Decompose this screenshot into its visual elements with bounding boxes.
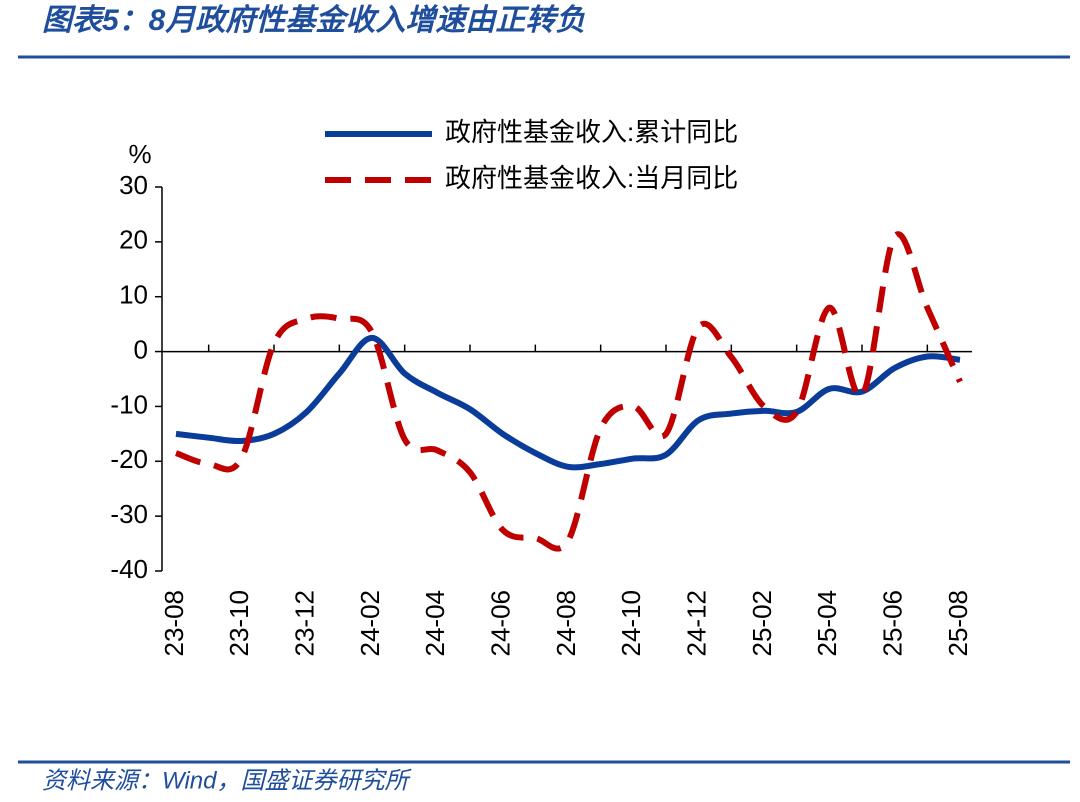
y-tick-label: 10 bbox=[119, 280, 148, 310]
y-tick-label: 0 bbox=[134, 334, 148, 364]
y-tick-label: 30 bbox=[119, 170, 148, 200]
y-tick-label: -10 bbox=[110, 389, 148, 419]
chart-title: 图表5：8月政府性基金收入增速由正转负 bbox=[42, 3, 585, 37]
series-line bbox=[175, 334, 961, 471]
y-axis-label: % bbox=[128, 139, 151, 169]
y-tick-label: -40 bbox=[110, 554, 148, 584]
x-tick-label: 23-08 bbox=[159, 590, 189, 657]
legend-label: 政府性基金收入:当月同比 bbox=[445, 163, 738, 193]
y-tick-label: -30 bbox=[110, 499, 148, 529]
x-tick-label: 24-10 bbox=[616, 590, 646, 657]
x-tick-label: 25-06 bbox=[878, 590, 908, 657]
x-tick-label: 24-12 bbox=[682, 590, 712, 657]
x-tick-label: 24-06 bbox=[486, 590, 516, 657]
x-tick-label: 25-08 bbox=[943, 590, 973, 657]
x-tick-label: 25-02 bbox=[747, 590, 777, 657]
y-tick-label: 20 bbox=[119, 225, 148, 255]
y-tick-label: -20 bbox=[110, 444, 148, 474]
x-tick-label: 23-12 bbox=[290, 590, 320, 657]
x-tick-label: 23-10 bbox=[224, 590, 254, 657]
x-tick-label: 25-04 bbox=[812, 590, 842, 657]
x-tick-label: 24-02 bbox=[355, 590, 385, 657]
legend-label: 政府性基金收入:累计同比 bbox=[445, 117, 738, 147]
x-tick-label: 24-08 bbox=[551, 590, 581, 657]
x-tick-label: 24-04 bbox=[420, 590, 450, 657]
source: 资料来源：Wind，国盛证券研究所 bbox=[42, 767, 412, 794]
